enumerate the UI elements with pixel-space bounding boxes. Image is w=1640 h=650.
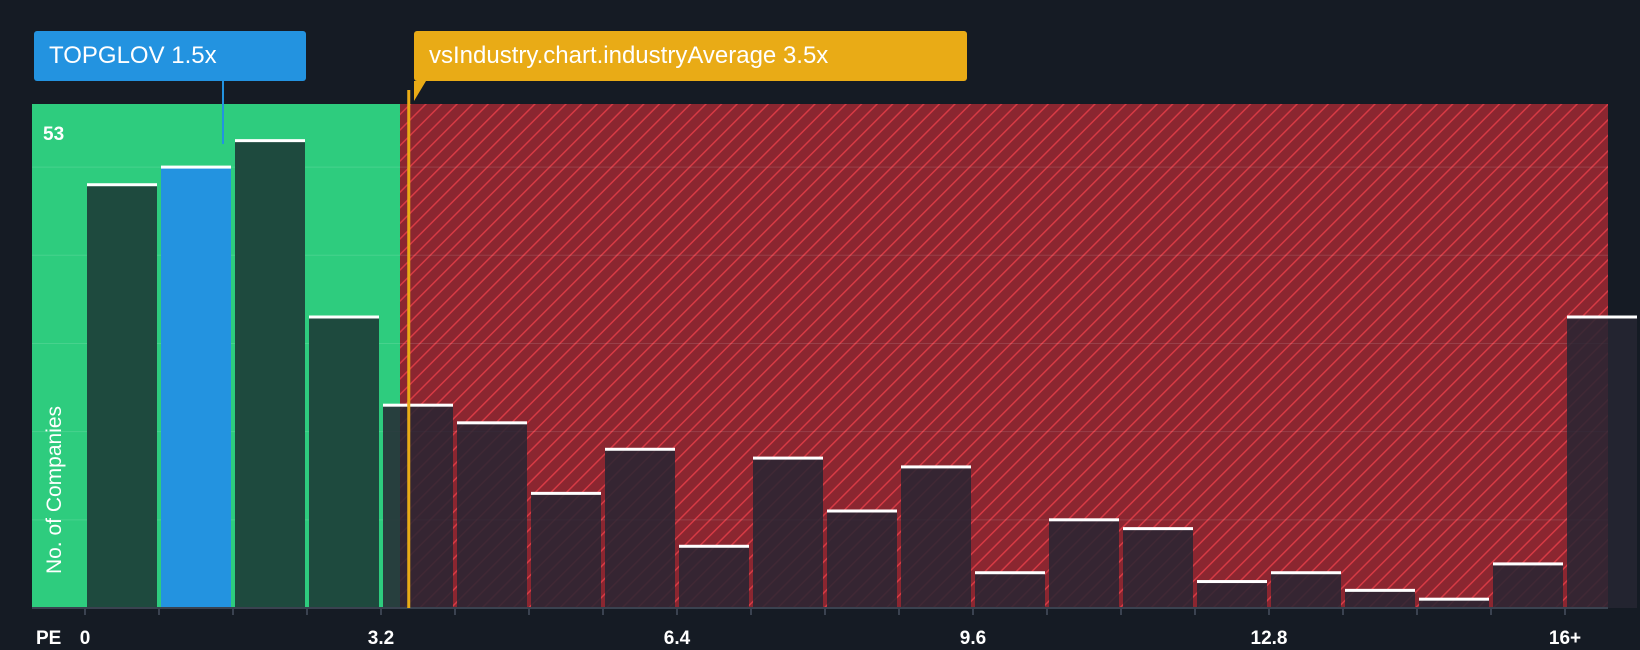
x-tick-label: 3.2 bbox=[367, 628, 395, 649]
histogram-bar-top bbox=[1271, 571, 1341, 575]
histogram-bar bbox=[975, 572, 1045, 608]
histogram-bar bbox=[309, 317, 379, 608]
histogram-bar bbox=[1567, 317, 1637, 608]
histogram-bar bbox=[605, 449, 675, 608]
histogram-bar-top bbox=[531, 491, 601, 495]
x-tick-label: 0 bbox=[79, 628, 91, 649]
x-tick-label: 9.6 bbox=[959, 628, 987, 649]
histogram-bar-top bbox=[1123, 527, 1193, 531]
histogram-bar bbox=[457, 422, 527, 608]
histogram-bar-top bbox=[235, 139, 305, 143]
histogram-bar bbox=[1271, 572, 1341, 608]
histogram-bar bbox=[531, 493, 601, 608]
histogram-bar-top bbox=[1197, 580, 1267, 584]
histogram-bar-top bbox=[309, 315, 379, 319]
histogram-bar-top bbox=[975, 571, 1045, 575]
histogram-bar bbox=[1197, 581, 1267, 608]
histogram-bar-top bbox=[1419, 597, 1489, 601]
histogram-bar bbox=[383, 405, 453, 608]
histogram-bar-top bbox=[1493, 562, 1563, 566]
histogram-bar-top bbox=[1567, 315, 1637, 319]
x-tick-label: 12.8 bbox=[1250, 628, 1288, 649]
histogram-bar-top bbox=[753, 456, 823, 460]
histogram-bar bbox=[1419, 599, 1489, 608]
histogram-bar-top bbox=[1345, 588, 1415, 592]
histogram-bar-top bbox=[605, 447, 675, 451]
histogram-bar bbox=[1345, 590, 1415, 608]
histogram-bar bbox=[827, 511, 897, 608]
x-tick-label: 16+ bbox=[1548, 628, 1582, 649]
histogram-bar-top bbox=[87, 183, 157, 187]
x-axis-title: PE bbox=[36, 628, 62, 649]
histogram-bar bbox=[1049, 519, 1119, 608]
histogram-bar-company bbox=[161, 167, 231, 608]
histogram-bar bbox=[235, 140, 305, 609]
industry-average-line bbox=[407, 90, 411, 608]
histogram-bar bbox=[753, 458, 823, 608]
histogram-bar-top bbox=[1049, 518, 1119, 522]
histogram-bar-top bbox=[383, 403, 453, 407]
histogram-bars bbox=[87, 139, 1637, 609]
x-tick-label: 6.4 bbox=[663, 628, 691, 649]
histogram-bar-top bbox=[901, 465, 971, 469]
industry-label-pointer bbox=[414, 81, 426, 101]
x-axis-tick-marks bbox=[84, 608, 1566, 615]
histogram-bar-top bbox=[161, 165, 231, 169]
overvalued-zone bbox=[400, 104, 1608, 608]
histogram-bar bbox=[679, 546, 749, 608]
histogram-bar bbox=[1123, 528, 1193, 608]
histogram-bar bbox=[901, 466, 971, 608]
histogram-bar bbox=[87, 184, 157, 608]
histogram-bar-top bbox=[679, 544, 749, 548]
y-axis-max-label: 53 bbox=[43, 124, 65, 145]
industry-average-label: vsIndustry.chart.industryAverage 3.5x bbox=[414, 31, 967, 81]
company-pe-label: TOPGLOV 1.5x bbox=[34, 31, 306, 81]
histogram-bar-top bbox=[457, 421, 527, 425]
y-axis-title: No. of Companies bbox=[43, 405, 66, 575]
histogram-bar bbox=[1493, 563, 1563, 608]
histogram-bar-top bbox=[827, 509, 897, 513]
company-label-pointer bbox=[222, 81, 224, 144]
